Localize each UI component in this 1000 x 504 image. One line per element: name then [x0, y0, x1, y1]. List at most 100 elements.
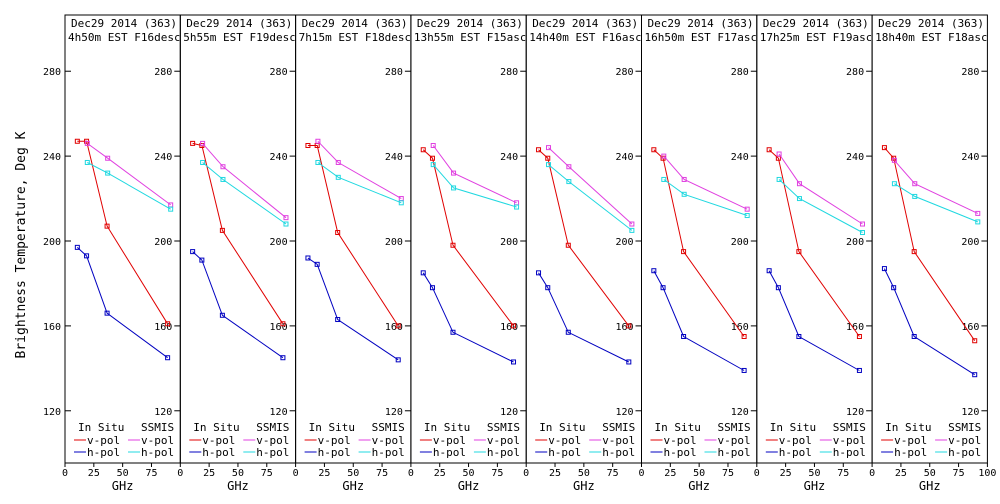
series-2 — [420, 270, 517, 365]
x-tick-label: 75 — [145, 468, 157, 479]
y-tick-label-left: 160 — [43, 322, 61, 333]
series-2 — [305, 255, 401, 363]
data-point — [430, 162, 436, 168]
series-3 — [315, 138, 404, 202]
panel-title-group: Dec29 2014 (363)18h40m EST F18asc — [875, 17, 986, 44]
data-point — [681, 249, 687, 255]
panel-8: Dec29 2014 (363)18h40m EST F18asc 120 160 2… — [869, 14, 996, 493]
series-4 — [84, 159, 174, 212]
series-1 — [766, 147, 862, 339]
series-line — [202, 143, 287, 219]
legend-ssmis-title: SSMIS — [372, 421, 405, 434]
legend-label: v-pol — [433, 434, 466, 447]
legend-label: v-pol — [487, 434, 520, 447]
data-point — [84, 253, 90, 259]
data-point — [335, 230, 341, 236]
legend-label: h-pol — [833, 446, 866, 459]
x-tick-label: 75 — [491, 468, 503, 479]
data-point — [975, 219, 981, 225]
y-tick-label: 280 — [385, 67, 403, 78]
panel-title-group: Dec29 2014 (363)4h50m EST F16desc — [68, 17, 181, 44]
series-1 — [651, 147, 747, 339]
legend-label: h-pol — [602, 446, 635, 459]
data-point — [283, 221, 289, 227]
series-4 — [200, 159, 289, 227]
series-line — [422, 149, 514, 327]
x-axis-label: GHz — [919, 479, 941, 493]
series-line — [894, 183, 978, 223]
legend-label: v-pol — [894, 434, 927, 447]
data-point — [74, 244, 80, 250]
data-point — [546, 162, 552, 168]
data-point — [912, 193, 918, 199]
panel-title-date: Dec29 2014 (363) — [763, 17, 869, 30]
panel-title-time: 13h55m EST F15asc — [414, 31, 527, 44]
data-point — [451, 170, 457, 176]
data-point — [450, 329, 456, 335]
legend-label: v-pol — [87, 434, 120, 447]
data-point — [84, 159, 90, 165]
y-tick-label-left: 240 — [43, 152, 61, 163]
legend-label: h-pol — [256, 446, 289, 459]
series-4 — [891, 181, 981, 225]
panel-4: Dec29 2014 (363)13h55m EST F15asc 120 160 2… — [408, 14, 527, 493]
series-line — [663, 179, 748, 216]
panel-title-time: 4h50m EST F16desc — [68, 31, 181, 44]
y-tick-label: 160 — [615, 322, 633, 333]
series-line — [768, 270, 860, 371]
series-2 — [190, 249, 286, 361]
data-point — [84, 140, 90, 146]
y-tick-label: 160 — [385, 322, 403, 333]
y-tick-label: 200 — [846, 237, 864, 248]
data-point — [398, 200, 404, 206]
legend-insitu-title: In Situ — [885, 421, 931, 434]
series-line — [202, 162, 287, 225]
data-point — [395, 357, 401, 363]
x-tick-label: 0 — [293, 468, 299, 479]
series-2 — [881, 266, 978, 378]
legend-label: h-pol — [141, 446, 174, 459]
x-tick-label: 50 — [808, 468, 820, 479]
x-tick-label: 0 — [523, 468, 529, 479]
series-2 — [536, 270, 632, 365]
x-tick-label: 25 — [203, 468, 215, 479]
y-tick-label: 200 — [615, 237, 633, 248]
x-axis-label: GHz — [342, 479, 364, 493]
x-tick-label: 100 — [978, 468, 996, 479]
data-point — [741, 334, 747, 339]
y-tick-label: 240 — [385, 152, 403, 163]
panel-title-date: Dec29 2014 (363) — [532, 17, 638, 30]
series-4 — [430, 162, 520, 210]
data-point — [511, 323, 517, 329]
data-point — [660, 285, 666, 291]
data-point — [629, 227, 635, 233]
data-point — [681, 176, 687, 182]
x-tick-label: 25 — [318, 468, 330, 479]
panel-title-time: 7h15m EST F18desc — [299, 31, 412, 44]
y-tick-label: 240 — [615, 152, 633, 163]
data-point — [536, 270, 542, 276]
y-tick-label: 120 — [961, 407, 979, 418]
data-point — [199, 257, 205, 263]
panel-title-group: Dec29 2014 (363)16h50m EST F17asc — [645, 17, 756, 44]
legend-insitu-title: In Situ — [539, 421, 585, 434]
y-tick-label: 280 — [270, 67, 288, 78]
data-point — [859, 230, 865, 236]
x-tick-label: 25 — [895, 468, 907, 479]
data-point — [74, 138, 80, 144]
legend-insitu-title: In Situ — [309, 421, 355, 434]
y-tick-label: 160 — [154, 322, 172, 333]
data-point — [776, 176, 782, 182]
data-point — [911, 249, 917, 255]
series-line — [894, 160, 979, 214]
y-tick-label: 160 — [961, 322, 979, 333]
panel-5: Dec29 2014 (363)14h40m EST F16asc 120 160 2… — [523, 14, 643, 493]
x-tick-label: 0 — [638, 468, 644, 479]
data-point — [280, 355, 286, 361]
data-point — [450, 242, 456, 248]
data-point — [911, 334, 917, 339]
